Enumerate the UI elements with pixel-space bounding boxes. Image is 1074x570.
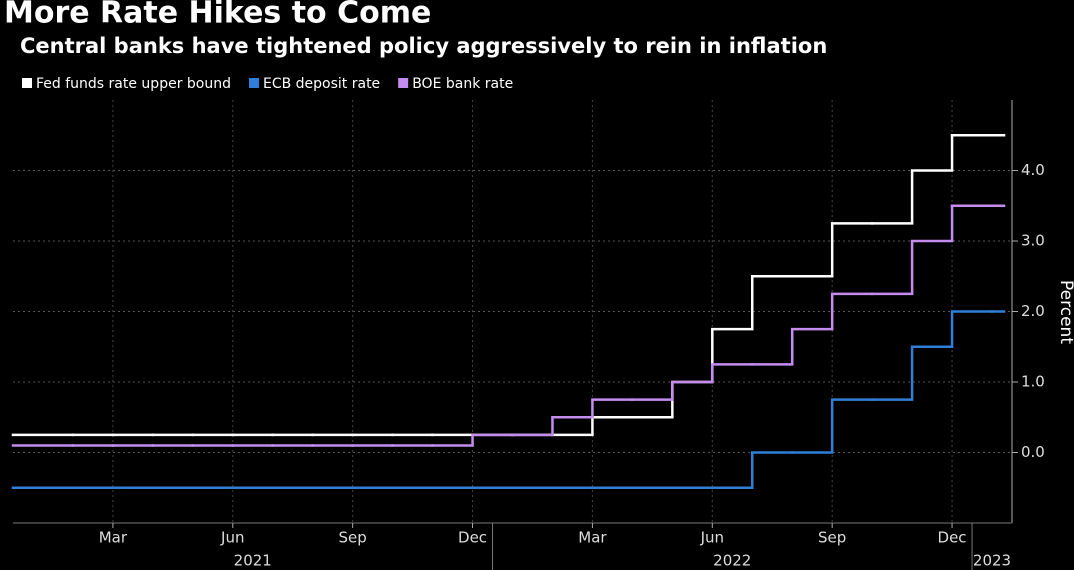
x-tick-label: Dec bbox=[938, 529, 967, 547]
year-label: 2022 bbox=[713, 552, 751, 570]
x-tick-label: Mar bbox=[99, 529, 128, 547]
x-tick-label: Mar bbox=[578, 529, 607, 547]
year-label: 2023 bbox=[973, 552, 1011, 570]
x-tick-label: Jun bbox=[220, 529, 244, 547]
y-tick-label: 3.0 bbox=[1021, 232, 1045, 250]
year-label: 2021 bbox=[234, 552, 272, 570]
y-tick-label: 4.0 bbox=[1021, 161, 1045, 179]
legend-swatch bbox=[22, 78, 32, 88]
x-tick-label: Sep bbox=[339, 529, 367, 547]
chart-subtitle: Central banks have tightened policy aggr… bbox=[20, 34, 827, 58]
y-tick-label: 2.0 bbox=[1021, 302, 1045, 320]
x-tick-label: Dec bbox=[458, 529, 487, 547]
legend-label: BOE bank rate bbox=[412, 76, 513, 92]
x-tick-label: Sep bbox=[818, 529, 846, 547]
y-axis-label: Percent bbox=[1056, 280, 1074, 344]
legend-label: Fed funds rate upper bound bbox=[36, 76, 231, 92]
legend-label: ECB deposit rate bbox=[263, 76, 380, 92]
legend-swatch bbox=[398, 78, 409, 88]
y-tick-label: 1.0 bbox=[1021, 373, 1045, 391]
y-tick-label: 0.0 bbox=[1021, 443, 1045, 461]
legend-swatch bbox=[248, 78, 259, 88]
chart-title: More Rate Hikes to Come bbox=[4, 0, 431, 31]
x-tick-label: Jun bbox=[700, 529, 724, 547]
